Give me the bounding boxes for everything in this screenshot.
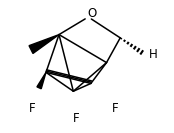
Text: F: F	[73, 112, 79, 125]
Text: F: F	[29, 102, 36, 115]
Text: F: F	[112, 102, 119, 115]
Polygon shape	[37, 72, 46, 89]
Polygon shape	[29, 35, 59, 53]
Text: H: H	[149, 48, 158, 61]
Text: O: O	[87, 7, 96, 20]
